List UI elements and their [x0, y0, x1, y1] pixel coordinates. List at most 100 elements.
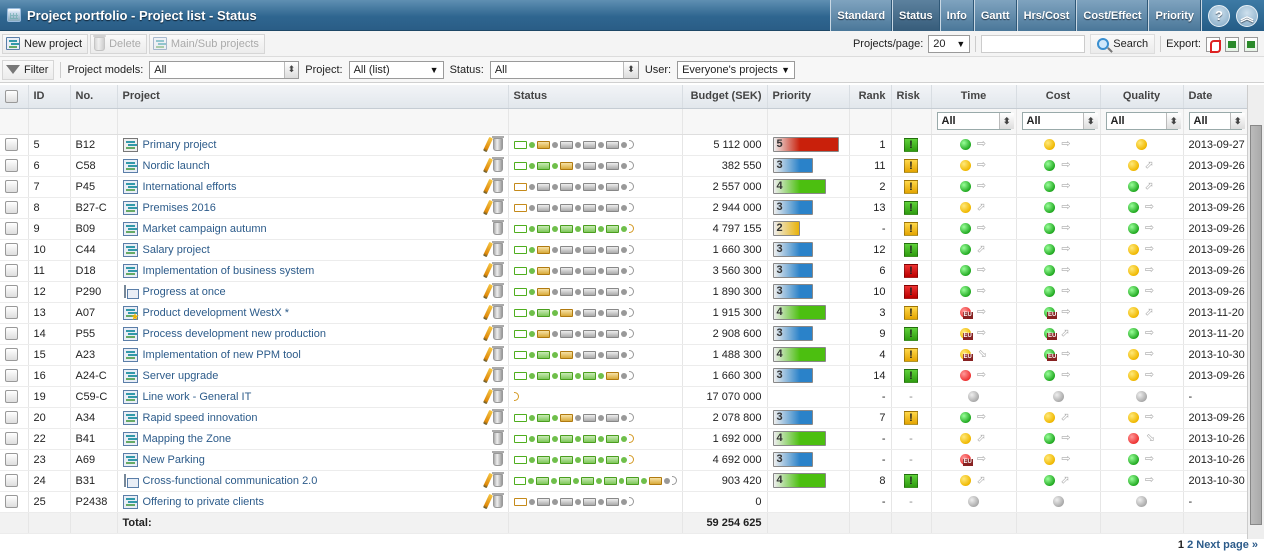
- col-priority[interactable]: Priority: [767, 85, 850, 109]
- row-checkbox[interactable]: [5, 348, 18, 361]
- status-select[interactable]: All ⬍: [489, 60, 639, 79]
- project-select[interactable]: All (list) ▼: [348, 60, 444, 79]
- trash-icon[interactable]: [491, 157, 504, 172]
- trash-icon[interactable]: [491, 367, 504, 382]
- col-rank[interactable]: Rank: [849, 85, 892, 109]
- trash-icon[interactable]: [491, 220, 504, 235]
- table-row[interactable]: 8 B27-C Premises 2016 2 944 000 3 13 ! ⇨…: [0, 197, 1248, 219]
- table-row[interactable]: 7 P45 International efforts 2 557 000 4 …: [0, 176, 1248, 198]
- delete-button[interactable]: Delete: [90, 33, 147, 54]
- row-checkbox[interactable]: [5, 432, 18, 445]
- project-link[interactable]: Nordic launch: [142, 159, 210, 172]
- main-sub-projects-button[interactable]: Main/Sub projects: [148, 33, 265, 54]
- table-row[interactable]: 10 C44 Salary project 1 660 300 3 12 ! ⇨…: [0, 239, 1248, 261]
- filter-button[interactable]: Filter: [2, 59, 55, 80]
- trash-icon[interactable]: [491, 472, 504, 487]
- col-date[interactable]: Date: [1183, 85, 1248, 109]
- pencil-icon[interactable]: [482, 367, 493, 384]
- pencil-icon[interactable]: [482, 304, 493, 321]
- table-row[interactable]: 13 A07 Product development WestX * 1 915…: [0, 302, 1248, 324]
- tab-priority[interactable]: Priority: [1148, 0, 1201, 31]
- tab-gantt[interactable]: Gantt: [973, 0, 1017, 31]
- row-checkbox[interactable]: [5, 474, 18, 487]
- tab-hrs-cost[interactable]: Hrs/Cost: [1016, 0, 1077, 31]
- trash-icon[interactable]: [491, 262, 504, 277]
- project-link[interactable]: Primary project: [142, 138, 217, 151]
- per-page-select[interactable]: 20 ▼: [928, 35, 971, 53]
- col-cost[interactable]: Cost: [1016, 85, 1101, 109]
- row-checkbox[interactable]: [5, 222, 18, 235]
- project-link[interactable]: New Parking: [142, 453, 205, 466]
- page-2-link[interactable]: 2: [1187, 539, 1194, 551]
- tab-info[interactable]: Info: [939, 0, 974, 31]
- table-row[interactable]: 9 B09 Market campaign autumn 4 797 155 2…: [0, 218, 1248, 240]
- export-pdf-icon[interactable]: [1206, 36, 1221, 53]
- cost-filter-select[interactable]: All ⬍: [1021, 112, 1098, 130]
- trash-icon[interactable]: [491, 283, 504, 298]
- col-quality[interactable]: Quality: [1100, 85, 1184, 109]
- col-status[interactable]: Status: [508, 85, 683, 109]
- next-page-link[interactable]: Next page »: [1196, 539, 1258, 551]
- trash-icon[interactable]: [491, 136, 504, 151]
- pencil-icon[interactable]: [482, 178, 493, 195]
- collapse-up-icon[interactable]: ︽: [1236, 4, 1258, 27]
- user-select[interactable]: Everyone's projects ▼: [677, 60, 796, 79]
- trash-icon[interactable]: [491, 199, 504, 214]
- trash-icon[interactable]: [491, 493, 504, 508]
- row-checkbox[interactable]: [5, 243, 18, 256]
- col-project[interactable]: Project: [117, 85, 509, 109]
- date-filter-select[interactable]: All ⬍: [1188, 112, 1245, 130]
- table-row[interactable]: 25 P2438 Offering to private clients 0 -…: [0, 491, 1248, 513]
- table-row[interactable]: 11 D18 Implementation of business system…: [0, 260, 1248, 282]
- trash-icon[interactable]: [491, 388, 504, 403]
- trash-icon[interactable]: [491, 451, 504, 466]
- search-button[interactable]: Search: [1090, 34, 1156, 54]
- table-row[interactable]: 24 B31 Cross-functional communication 2.…: [0, 470, 1248, 492]
- tab-cost-effect[interactable]: Cost/Effect: [1076, 0, 1149, 31]
- quality-filter-select[interactable]: All ⬍: [1105, 112, 1181, 130]
- project-link[interactable]: Server upgrade: [142, 369, 219, 382]
- trash-icon[interactable]: [491, 409, 504, 424]
- export-excel-icon[interactable]: [1225, 36, 1239, 52]
- project-link[interactable]: Rapid speed innovation: [142, 411, 258, 424]
- pencil-icon[interactable]: [482, 241, 493, 258]
- search-input[interactable]: [981, 35, 1086, 53]
- table-row[interactable]: 20 A34 Rapid speed innovation 2 078 800 …: [0, 407, 1248, 429]
- pencil-icon[interactable]: [482, 136, 493, 153]
- col-risk[interactable]: Risk: [891, 85, 932, 109]
- row-checkbox[interactable]: [5, 264, 18, 277]
- table-row[interactable]: 14 P55 Process development new productio…: [0, 323, 1248, 345]
- project-link[interactable]: Offering to private clients: [142, 495, 264, 508]
- row-checkbox[interactable]: [5, 180, 18, 193]
- row-checkbox[interactable]: [5, 306, 18, 319]
- time-filter-select[interactable]: All ⬍: [936, 112, 1014, 130]
- col-id[interactable]: ID: [28, 85, 71, 109]
- project-link[interactable]: Salary project: [142, 243, 210, 256]
- table-row[interactable]: 15 A23 Implementation of new PPM tool 1 …: [0, 344, 1248, 366]
- project-link[interactable]: International efforts: [142, 180, 237, 193]
- table-row[interactable]: 16 A24-C Server upgrade 1 660 300 3 14 !…: [0, 365, 1248, 387]
- project-link[interactable]: Line work - General IT: [142, 390, 252, 403]
- project-models-select[interactable]: All ⬍: [149, 60, 300, 79]
- row-checkbox[interactable]: [5, 453, 18, 466]
- col-no[interactable]: No.: [70, 85, 118, 109]
- pencil-icon[interactable]: [482, 409, 493, 426]
- table-row[interactable]: 23 A69 New Parking 4 692 000 3 - - EU ⇨ ⇨…: [0, 449, 1248, 471]
- select-all-checkbox[interactable]: [5, 89, 18, 103]
- pencil-icon[interactable]: [482, 199, 493, 216]
- export-excel-detailed-icon[interactable]: [1244, 36, 1258, 52]
- scrollbar-thumb[interactable]: [1250, 125, 1262, 525]
- table-row[interactable]: 5 B12 Primary project 5 112 000 5 1 ! ⇨ …: [0, 134, 1248, 156]
- row-checkbox[interactable]: [5, 201, 18, 214]
- table-row[interactable]: 12 P290 Progress at once 1 890 300 3 10 …: [0, 281, 1248, 303]
- row-checkbox[interactable]: [5, 411, 18, 424]
- pencil-icon[interactable]: [482, 157, 493, 174]
- project-link[interactable]: Product development WestX *: [142, 306, 290, 319]
- trash-icon[interactable]: [491, 325, 504, 340]
- project-link[interactable]: Progress at once: [142, 285, 226, 298]
- tab-standard[interactable]: Standard: [830, 0, 893, 31]
- project-link[interactable]: Implementation of business system: [142, 264, 315, 277]
- row-checkbox[interactable]: [5, 390, 18, 403]
- project-link[interactable]: Process development new production: [142, 327, 326, 340]
- pencil-icon[interactable]: [482, 262, 493, 279]
